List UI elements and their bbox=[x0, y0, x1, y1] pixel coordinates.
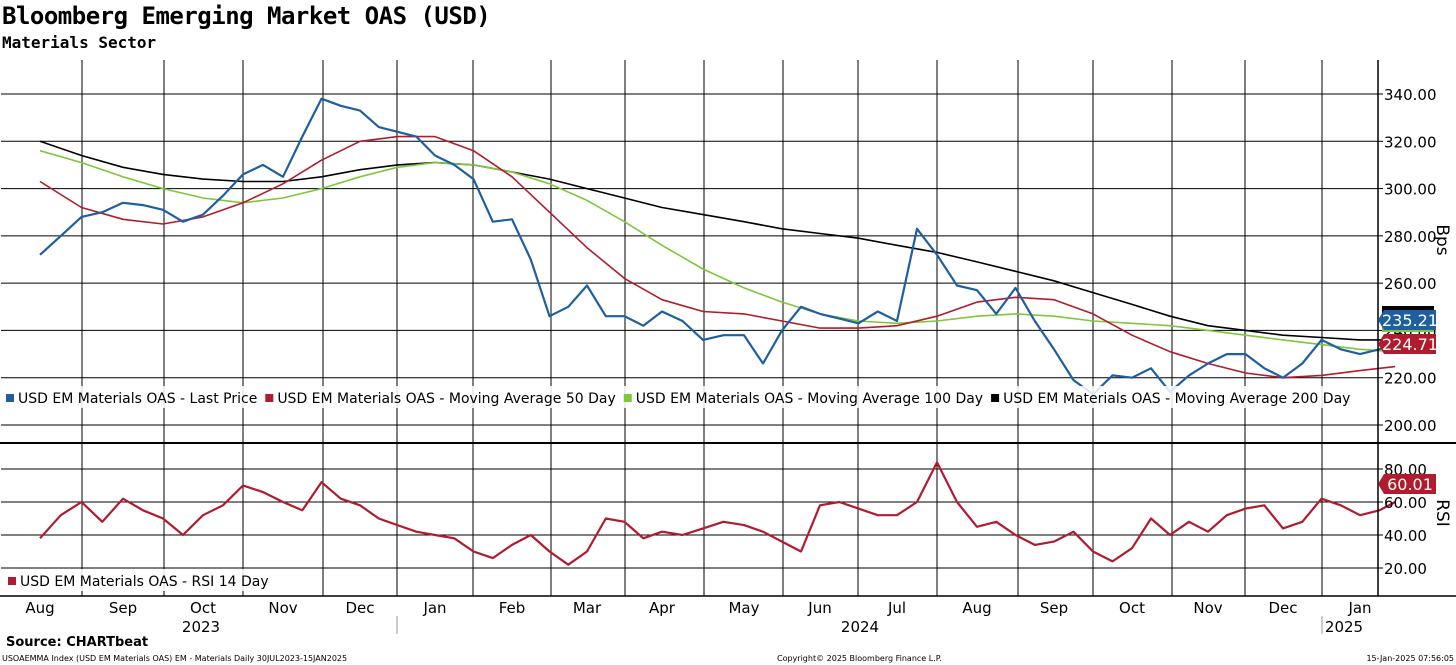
last-value-tag bbox=[1378, 310, 1436, 330]
x-tick-label: Nov bbox=[268, 599, 297, 617]
last-value-text: 235.21 bbox=[1382, 311, 1438, 330]
x-tick-label: Jul bbox=[887, 599, 906, 617]
x-tick-label: Sep bbox=[1040, 599, 1068, 617]
chart-title: Bloomberg Emerging Market OAS (USD) bbox=[2, 2, 491, 30]
x-axis: Aug Sep Oct Nov Dec Jan Feb Mar Apr May Jun Jul Aug S… bbox=[25, 599, 1371, 636]
x-tick-label: Jan bbox=[422, 599, 446, 617]
chart-grid bbox=[1, 60, 1378, 596]
legend-swatch bbox=[8, 577, 16, 585]
legend-item: USD EM Materials OAS - Last Price bbox=[18, 391, 257, 407]
legend-item: USD EM Materials OAS - Moving Average 50… bbox=[277, 391, 615, 407]
chart-subtitle: Materials Sector bbox=[2, 33, 157, 52]
legend-background bbox=[3, 569, 274, 591]
series-line-ma200 bbox=[39, 140, 1396, 341]
last-value-text: 60.01 bbox=[1387, 475, 1433, 494]
x-tick-label: Aug bbox=[962, 599, 991, 617]
chart-legends: USD EM Materials OAS - Last Price USD EM … bbox=[3, 386, 1360, 591]
y-tick-label: 20.00 bbox=[1384, 560, 1427, 578]
legend-swatch bbox=[623, 394, 632, 402]
x-tick-label: Nov bbox=[1193, 599, 1222, 617]
legend-swatch bbox=[265, 394, 274, 402]
series-line-ma100 bbox=[39, 149, 1396, 353]
y-tick-label: 320.00 bbox=[1384, 133, 1437, 151]
series-line-rsi bbox=[39, 461, 1396, 566]
y-tick-label: 280.00 bbox=[1384, 228, 1437, 246]
legend-swatch bbox=[6, 394, 14, 402]
y-tick-label: 220.00 bbox=[1384, 370, 1437, 388]
y-tick-label: 40.00 bbox=[1384, 527, 1427, 545]
series-line-ma50 bbox=[39, 135, 1396, 379]
y-tick-label: 340.00 bbox=[1384, 86, 1437, 104]
x-tick-label: Sep bbox=[109, 599, 137, 617]
y-tick-label: 260.00 bbox=[1384, 275, 1437, 293]
x-tick-label: Apr bbox=[649, 599, 676, 617]
chart-axes: 200.00220.00240.00260.00280.00300.00320.… bbox=[0, 60, 1456, 597]
x-tick-label: Aug bbox=[25, 599, 54, 617]
last-value-labels: 235.21 224.71 60.01 bbox=[1378, 306, 1438, 494]
x-year-label: 2024 bbox=[841, 618, 879, 636]
x-tick-label: Dec bbox=[345, 599, 374, 617]
y-axis-title: Bps bbox=[1432, 224, 1452, 255]
y-axis-title: RSI bbox=[1432, 499, 1452, 527]
y-tick-label: 200.00 bbox=[1384, 417, 1437, 435]
x-tick-label: Dec bbox=[1268, 599, 1297, 617]
footer-ticker-info: USOAEMMA Index (USD EM Materials OAS) EM… bbox=[2, 654, 348, 663]
footer-copyright: Copyright© 2025 Bloomberg Finance L.P. bbox=[777, 654, 942, 663]
y-tick-label: 300.00 bbox=[1384, 181, 1437, 199]
x-tick-label: Oct bbox=[190, 599, 216, 617]
legend-item: USD EM Materials OAS - RSI 14 Day bbox=[20, 574, 269, 590]
x-year-label: 2023 bbox=[182, 618, 220, 636]
x-tick-label: Jun bbox=[807, 599, 831, 617]
legend-item: USD EM Materials OAS - Moving Average 20… bbox=[1003, 391, 1350, 407]
x-tick-label: Feb bbox=[499, 599, 526, 617]
x-tick-label: Oct bbox=[1119, 599, 1145, 617]
last-value-tag bbox=[1378, 474, 1436, 494]
last-value-tag bbox=[1378, 334, 1436, 354]
legend-swatch bbox=[991, 394, 1000, 402]
x-year-label: 2025 bbox=[1325, 618, 1363, 636]
x-tick-label: Jan bbox=[1347, 599, 1371, 617]
bottom-panel-lines bbox=[39, 461, 1396, 566]
legend-background bbox=[3, 386, 1360, 408]
footer-timestamp: 15-Jan-2025 07:56:05 bbox=[1366, 654, 1454, 663]
legend-item: USD EM Materials OAS - Moving Average 10… bbox=[636, 391, 983, 407]
y-tick-label: 60.00 bbox=[1384, 494, 1427, 512]
x-tick-label: May bbox=[728, 599, 759, 617]
last-value-text: 224.71 bbox=[1382, 335, 1438, 354]
source-note: Source: CHARTbeat bbox=[6, 635, 149, 650]
x-tick-label: Mar bbox=[573, 599, 602, 617]
